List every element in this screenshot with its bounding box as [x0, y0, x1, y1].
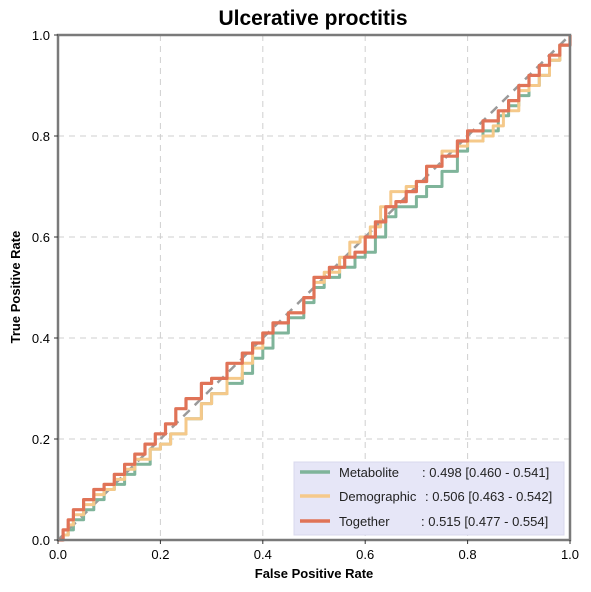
x-axis-label: False Positive Rate	[255, 566, 374, 581]
grid-lines	[58, 35, 570, 540]
roc-curve-together	[58, 35, 572, 542]
x-tick-label-3: 0.6	[356, 547, 374, 562]
y-tick-label-2: 0.4	[32, 331, 50, 346]
legend-box	[293, 461, 565, 536]
roc-curve-metabolite	[58, 35, 572, 542]
y-tick-label-0: 0.0	[32, 533, 50, 548]
roc-curves	[58, 35, 572, 542]
y-tick-label-1: 0.2	[32, 432, 50, 447]
plot-frame	[56, 33, 572, 542]
x-tick-label-0: 0.0	[49, 547, 67, 562]
y-tick-label-4: 0.8	[32, 129, 50, 144]
legend-name-metabolite: Metabolite	[339, 465, 399, 480]
x-tick-label-5: 1.0	[561, 547, 579, 562]
y-tick-label-3: 0.6	[32, 230, 50, 245]
x-tick-label-1: 0.2	[151, 547, 169, 562]
x-tick-label-4: 0.8	[459, 547, 477, 562]
y-axis-label: True Positive Rate	[8, 231, 23, 344]
y-tick-label-5: 1.0	[32, 28, 50, 43]
legend-label-metabolite: : 0.498 [0.460 - 0.541]	[422, 465, 549, 480]
x-tick-label-2: 0.4	[254, 547, 272, 562]
x-axis-ticks: 0.0 0.2 0.4 0.6 0.8 1.0	[49, 540, 579, 562]
legend-label-demographic: : 0.506 [0.463 - 0.542]	[425, 489, 552, 504]
legend-name-together: Together	[339, 514, 390, 529]
legend: Metabolite : 0.498 [0.460 - 0.541] Demog…	[293, 461, 565, 536]
y-axis-ticks: 0.0 0.2 0.4 0.6 0.8 1.0	[32, 28, 58, 548]
legend-name-demographic: Demographic	[339, 489, 417, 504]
legend-label-together: : 0.515 [0.477 - 0.554]	[421, 514, 548, 529]
chart-title: Ulcerative proctitis	[218, 7, 407, 30]
